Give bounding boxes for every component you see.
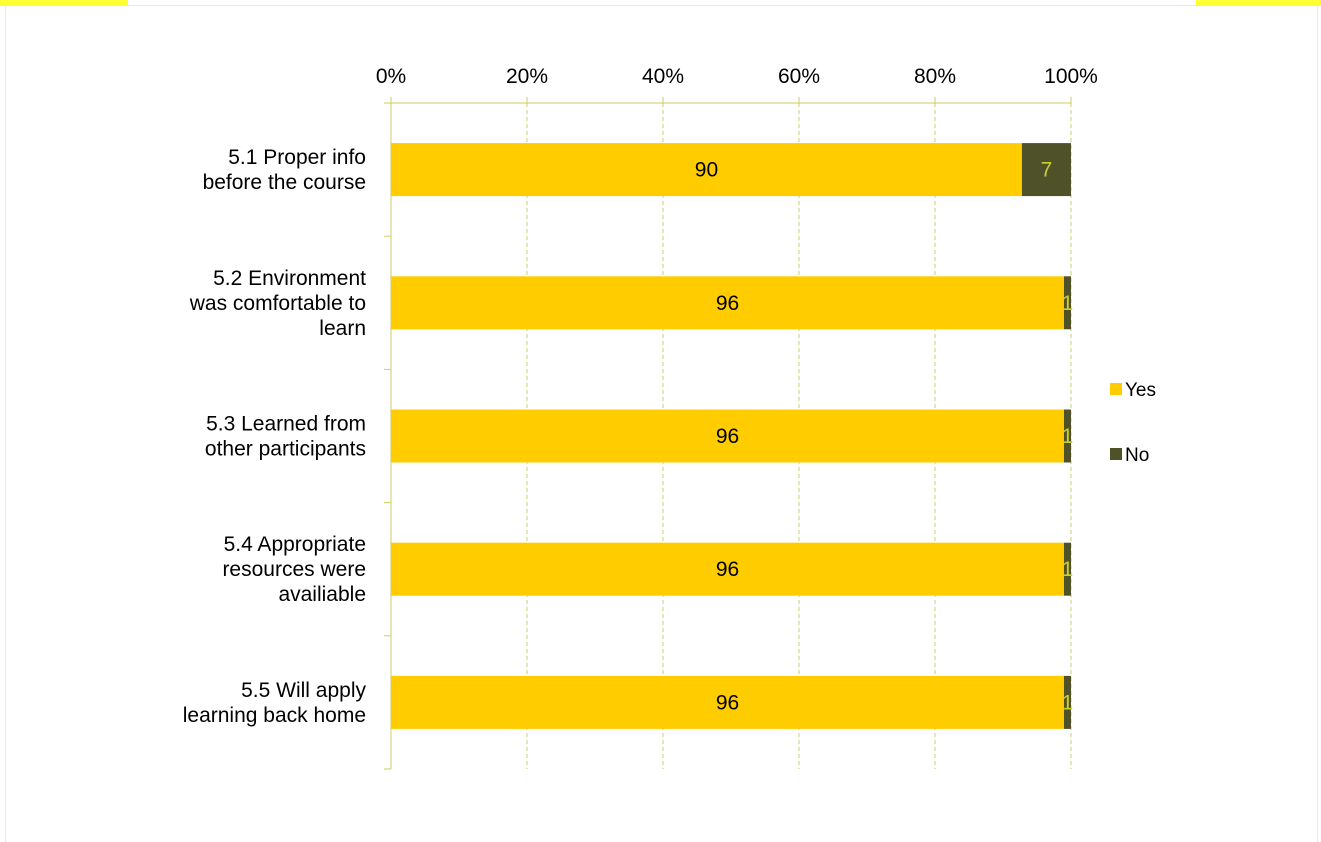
frame-right-border (1317, 5, 1318, 842)
frame-corner-left (0, 0, 128, 6)
x-tick-label: 60% (778, 65, 820, 88)
category-label: 5.4 Appropriate resources were availiable (222, 533, 366, 606)
category-label: 5.3 Learned from other participants (205, 413, 366, 461)
data-label-no: 1 (1062, 425, 1074, 448)
bar-segment-yes (391, 675, 1064, 729)
data-label-no: 1 (1062, 292, 1074, 315)
category-labels: 5.1 Proper info before the course 5.2 Envi… (183, 146, 367, 727)
bar-segment-no (1063, 542, 1071, 596)
data-label-no: 1 (1062, 691, 1074, 714)
bar-segment-yes (391, 276, 1064, 330)
legend-swatch-yes (1110, 383, 1122, 395)
bar-segment-yes (391, 542, 1064, 596)
data-label-no: 1 (1062, 558, 1074, 581)
data-label-no: 7 (1041, 159, 1053, 182)
x-tick-label: 20% (506, 65, 548, 88)
legend-label-yes: Yes (1125, 380, 1156, 401)
x-tick-label: 80% (914, 65, 956, 88)
category-label: 5.2 Environment was comfortable to learn (189, 267, 366, 340)
legend-label-no: No (1125, 445, 1149, 466)
legend-swatch-no (1110, 448, 1122, 460)
legend: Yes No (1110, 380, 1156, 466)
data-label-yes: 96 (716, 691, 739, 714)
frame-left-border (5, 5, 6, 842)
bar-segment-yes (391, 143, 1022, 197)
data-label-yes: 96 (716, 558, 739, 581)
frame-top-border (5, 5, 1318, 6)
category-label: 5.5 Will apply learning back home (183, 679, 367, 727)
bar-segment-no (1021, 143, 1071, 197)
x-tick-label: 0% (376, 65, 406, 88)
bar-segment-yes (391, 409, 1064, 463)
x-tick-label: 40% (642, 65, 684, 88)
data-label-yes: 96 (716, 425, 739, 448)
bar-segment-no (1063, 276, 1071, 330)
bars: 90 7 96 1 96 1 96 1 96 1 (391, 143, 1073, 729)
data-label-yes: 90 (695, 159, 718, 182)
x-tick-labels: 0% 20% 40% 60% 80% 100% (376, 65, 1098, 88)
bar-segment-no (1063, 675, 1071, 729)
bar-segment-no (1063, 409, 1071, 463)
data-label-yes: 96 (716, 292, 739, 315)
category-label: 5.1 Proper info before the course (203, 146, 366, 194)
frame-corner-right (1196, 0, 1321, 6)
x-tick-label: 100% (1044, 65, 1098, 88)
